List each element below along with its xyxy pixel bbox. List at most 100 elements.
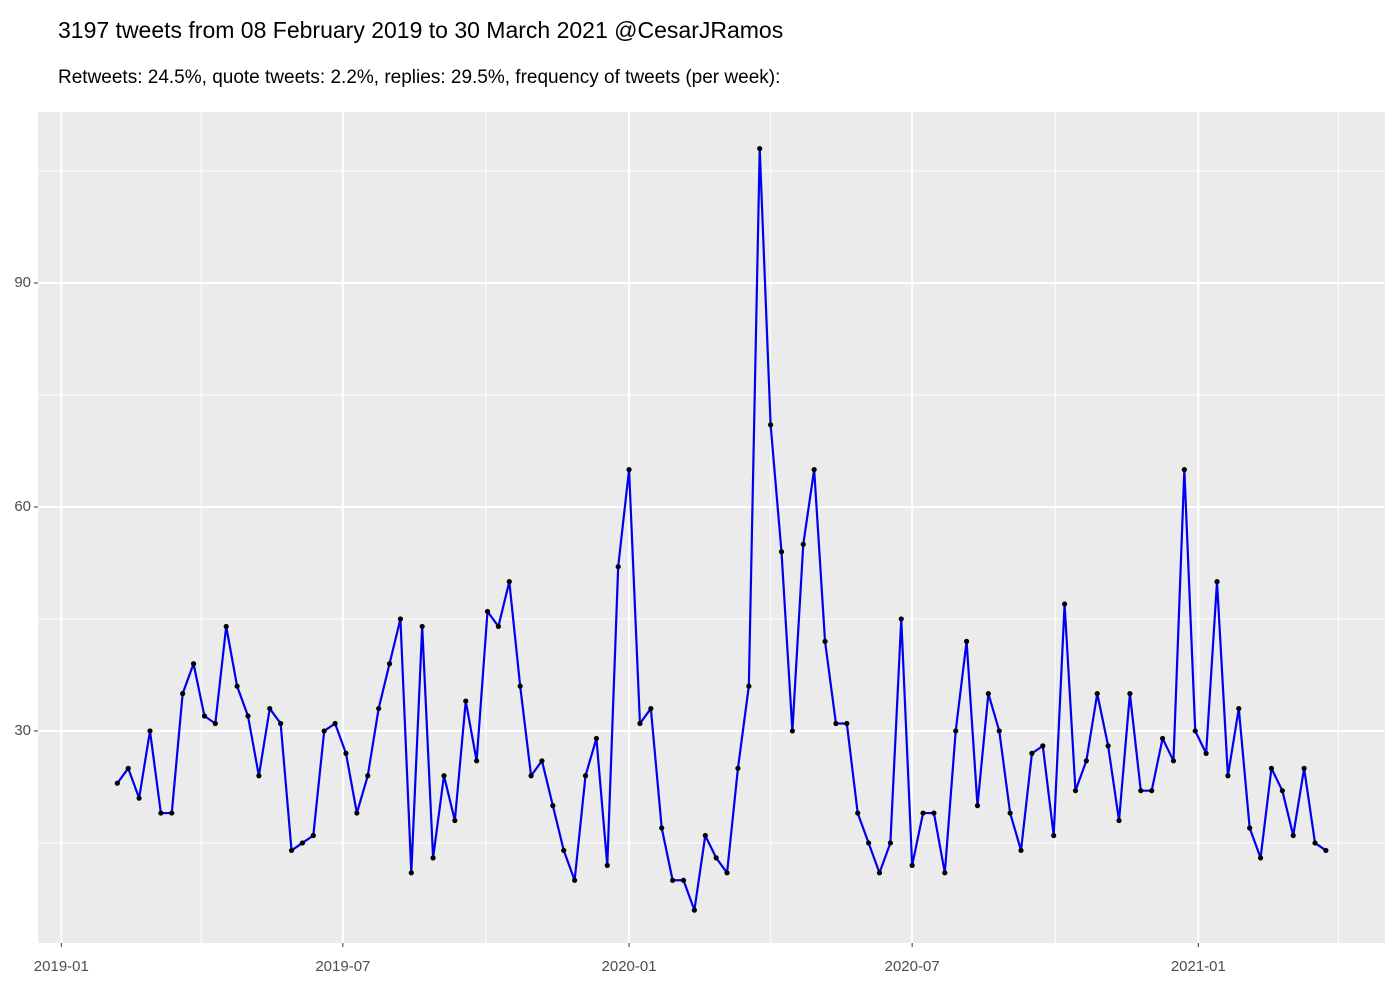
chart-title: 3197 tweets from 08 February 2019 to 30 … [58, 17, 783, 43]
data-point [942, 870, 948, 876]
data-point [811, 467, 817, 473]
data-point [136, 795, 142, 801]
data-point [419, 623, 425, 630]
data-point [1268, 765, 1275, 771]
data-point [147, 728, 153, 734]
data-point [484, 608, 491, 615]
data-point [648, 705, 654, 712]
data-point [169, 810, 175, 816]
data-point [615, 564, 621, 570]
data-point [1203, 750, 1209, 756]
data-point [1279, 788, 1285, 794]
data-point [920, 810, 926, 816]
data-point [1072, 788, 1079, 794]
data-point [833, 720, 839, 727]
data-point [321, 728, 327, 734]
data-point [114, 780, 120, 786]
data-point [1051, 832, 1057, 839]
data-point [1247, 825, 1253, 831]
data-point [1083, 758, 1089, 764]
data-point [1312, 840, 1318, 846]
data-point [365, 773, 371, 779]
data-point [332, 720, 338, 727]
data-point [506, 579, 512, 585]
data-point [376, 705, 382, 712]
data-point [528, 773, 534, 779]
data-point [190, 661, 197, 667]
data-point [724, 870, 730, 876]
data-point [713, 855, 719, 861]
data-point [1170, 758, 1177, 764]
data-point [876, 870, 883, 876]
data-point [354, 810, 360, 816]
data-point [1029, 750, 1035, 756]
data-point [158, 810, 164, 816]
data-point [1105, 743, 1111, 749]
data-point [1323, 847, 1329, 854]
x-tick-label: 2020-07 [885, 958, 940, 975]
y-tick-label: 60 [14, 498, 31, 515]
data-point [659, 825, 665, 831]
data-point [844, 720, 850, 727]
data-point [593, 735, 599, 742]
data-point [180, 691, 186, 697]
data-point [561, 847, 567, 854]
data-point [474, 758, 480, 764]
data-point [1214, 579, 1220, 585]
data-point [517, 683, 523, 689]
plot-panel [38, 112, 1385, 943]
data-point [1127, 691, 1133, 697]
data-point [212, 720, 218, 727]
data-point [800, 541, 806, 547]
data-point [463, 698, 469, 704]
data-point [898, 616, 904, 622]
data-point [299, 840, 306, 846]
data-point [1149, 788, 1155, 794]
data-point [1018, 847, 1024, 854]
x-tick-label: 2019-01 [34, 958, 89, 975]
data-point [386, 661, 393, 667]
data-point [582, 773, 589, 779]
data-point [1138, 788, 1144, 794]
data-point [1007, 810, 1013, 816]
y-tick-label: 90 [14, 274, 31, 291]
data-point [778, 549, 785, 555]
data-point [985, 691, 991, 697]
data-point [1236, 705, 1242, 712]
data-point [278, 720, 284, 727]
data-point [909, 862, 915, 868]
x-tick-label: 2021-01 [1171, 958, 1226, 975]
data-point [953, 728, 959, 734]
data-point [789, 728, 795, 734]
data-point [637, 720, 643, 727]
data-point [430, 855, 436, 861]
data-point [201, 713, 208, 719]
data-point [855, 810, 861, 816]
data-point [343, 750, 349, 756]
y-tick-label: 30 [14, 722, 31, 739]
data-point [963, 638, 970, 644]
data-point [441, 773, 447, 779]
data-point [245, 713, 251, 719]
data-point [1094, 691, 1100, 697]
data-point [1192, 728, 1198, 734]
data-point [1061, 601, 1068, 607]
data-point [670, 877, 676, 883]
data-point [234, 683, 240, 689]
data-point [1159, 735, 1166, 742]
data-point [125, 765, 131, 771]
data-point [931, 810, 937, 816]
data-point [452, 817, 458, 824]
data-point [702, 832, 708, 839]
data-point [604, 862, 610, 868]
data-point [550, 803, 556, 809]
data-point [887, 840, 893, 846]
data-point [408, 870, 414, 876]
data-point [768, 422, 774, 428]
data-point [310, 832, 316, 839]
data-point [746, 683, 752, 689]
chart-subtitle: Retweets: 24.5%, quote tweets: 2.2%, rep… [58, 67, 780, 88]
data-point [1290, 832, 1296, 839]
data-point [539, 758, 545, 764]
data-point [223, 623, 229, 630]
